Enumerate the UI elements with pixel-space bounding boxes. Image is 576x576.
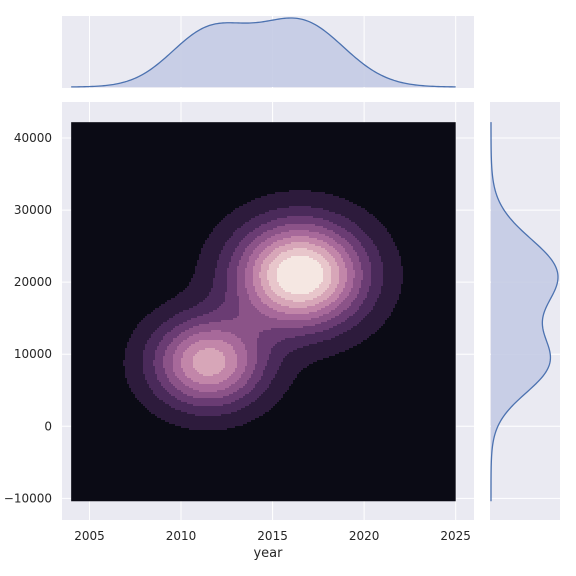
kde-level-3 [153,216,372,407]
y-tick-label: 20000 [14,275,52,289]
kde-level-6 [181,236,348,385]
y-tick-label: 0 [44,419,52,433]
y-tick-labels: −10000 0 10000 20000 30000 40000 [4,131,52,505]
kde-contours [71,122,456,502]
x-tick-label: 2015 [257,529,288,543]
kde-level-7 [193,242,340,377]
x-tick-label: 2020 [349,529,380,543]
y-tick-label: −10000 [4,491,52,505]
kde-level-5 [173,230,356,393]
x-marginal-density-fill [71,18,456,87]
y-tick-label: 30000 [14,203,52,217]
kde-level-1 [123,190,404,431]
y-marginal-density-line [490,122,559,502]
x-tick-labels: 2005 2010 2015 2020 2025 [74,529,471,543]
x-axis-label: year [253,546,283,561]
y-tick-label: 10000 [14,347,52,361]
x-tick-label: 2025 [440,529,471,543]
y-tick-label: 40000 [14,131,52,145]
kde-level-4 [163,224,364,399]
kde-level-9 [277,256,324,295]
x-tick-label: 2010 [166,529,197,543]
y-marginal-density-fill [491,122,558,502]
x-marginal-density-line [71,17,456,88]
x-tick-label: 2005 [74,529,105,543]
